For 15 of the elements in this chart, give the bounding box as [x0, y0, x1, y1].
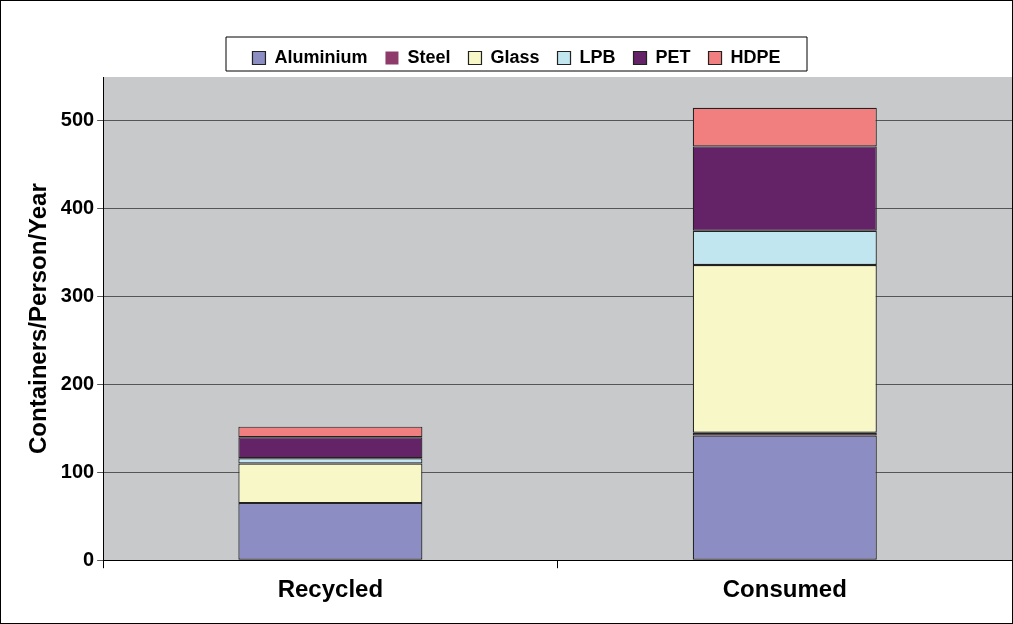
legend-label: HDPE: [730, 46, 781, 67]
legend-label: LPB: [579, 46, 616, 67]
x-tick-label: Consumed: [722, 575, 847, 603]
y-axis-title: Containers/Person/Year: [24, 183, 52, 454]
y-tick-label: 400: [60, 196, 95, 219]
x-tick-label: Recycled: [277, 575, 384, 603]
legend-label: Glass: [490, 46, 540, 67]
y-tick-label: 100: [60, 459, 95, 482]
legend-label: Steel: [407, 46, 451, 67]
y-tick-label: 500: [60, 108, 95, 131]
legend-label: PET: [655, 46, 691, 67]
legend-label: Aluminium: [274, 46, 368, 67]
y-tick-label: 0: [83, 547, 95, 570]
y-tick-label: 200: [60, 372, 95, 395]
y-tick-label: 300: [60, 284, 95, 307]
